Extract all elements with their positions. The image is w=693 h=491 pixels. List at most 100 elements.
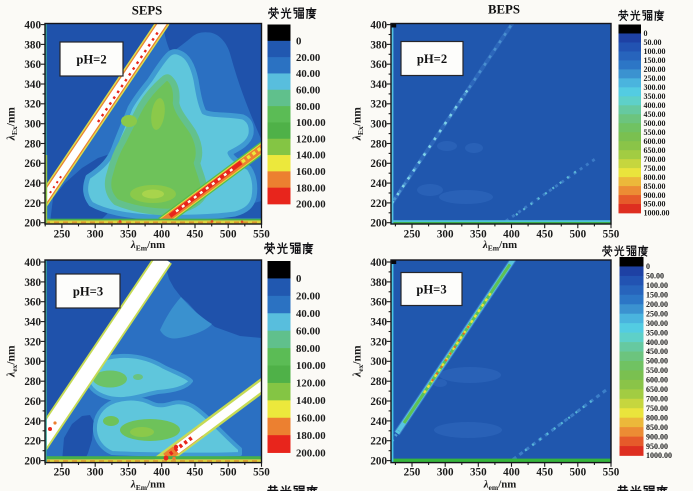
svg-text:300: 300 (24, 119, 41, 131)
svg-text:300: 300 (87, 229, 104, 241)
svg-text:850.00: 850.00 (646, 423, 668, 432)
svg-text:240: 240 (24, 178, 41, 190)
svg-text:200: 200 (370, 456, 387, 468)
svg-text:650.00: 650.00 (644, 146, 666, 155)
svg-text:20.00: 20.00 (296, 291, 320, 303)
svg-text:40.00: 40.00 (296, 68, 320, 80)
svg-text:250: 250 (54, 467, 71, 479)
svg-text:200: 200 (24, 218, 41, 230)
svg-text:350: 350 (120, 467, 137, 479)
svg-text:600.00: 600.00 (644, 137, 666, 146)
svg-text:320: 320 (24, 99, 41, 111)
svg-text:400: 400 (370, 257, 387, 269)
svg-text:340: 340 (24, 317, 41, 329)
svg-text:500.00: 500.00 (646, 357, 668, 366)
svg-text:400.00: 400.00 (644, 101, 666, 110)
svg-text:200.00: 200.00 (646, 300, 668, 309)
svg-text:pH=2: pH=2 (417, 52, 447, 66)
svg-text:350: 350 (470, 229, 487, 241)
svg-text:900.00: 900.00 (646, 432, 668, 441)
svg-text:300: 300 (437, 229, 454, 241)
svg-text:20.00: 20.00 (296, 52, 320, 64)
svg-text:150.00: 150.00 (646, 291, 668, 300)
svg-text:280: 280 (24, 138, 41, 150)
svg-text:pH=3: pH=3 (73, 284, 103, 298)
svg-text:120.00: 120.00 (296, 133, 326, 145)
svg-text:340: 340 (370, 79, 387, 91)
svg-text:260: 260 (24, 158, 41, 170)
svg-text:250: 250 (404, 467, 421, 479)
svg-text:550.00: 550.00 (644, 128, 666, 137)
svg-text:350.00: 350.00 (646, 328, 668, 337)
svg-text:300: 300 (437, 467, 454, 479)
svg-text:550.00: 550.00 (646, 366, 668, 375)
svg-text:160.00: 160.00 (296, 412, 326, 424)
svg-text:0: 0 (296, 273, 301, 285)
svg-text:220: 220 (24, 198, 41, 210)
svg-text:60.00: 60.00 (296, 84, 320, 96)
svg-text:50.00: 50.00 (646, 272, 664, 281)
svg-text:400: 400 (370, 20, 387, 32)
svg-text:200: 200 (370, 218, 387, 230)
svg-text:550: 550 (253, 229, 270, 241)
svg-text:100.00: 100.00 (296, 360, 326, 372)
svg-text:380: 380 (370, 277, 387, 289)
svg-text:500: 500 (569, 229, 586, 241)
svg-text:200.00: 200.00 (644, 65, 666, 74)
svg-text:500.00: 500.00 (644, 119, 666, 128)
svg-text:40.00: 40.00 (296, 308, 320, 320)
svg-text:450.00: 450.00 (644, 110, 666, 119)
svg-text:400: 400 (153, 229, 170, 241)
svg-text:λEm/nm: λEm/nm (130, 239, 165, 253)
svg-text:200.00: 200.00 (296, 199, 326, 211)
svg-text:260: 260 (370, 158, 387, 170)
svg-text:260: 260 (370, 396, 387, 408)
svg-text:λEm/nm: λEm/nm (482, 239, 517, 253)
svg-text:700.00: 700.00 (646, 395, 668, 404)
svg-text:300.00: 300.00 (644, 83, 666, 92)
svg-text:300: 300 (87, 467, 104, 479)
svg-text:360: 360 (370, 59, 387, 71)
svg-text:300: 300 (370, 356, 387, 368)
svg-text:800.00: 800.00 (644, 173, 666, 182)
svg-text:0: 0 (296, 35, 301, 47)
svg-text:SEPS: SEPS (132, 4, 163, 18)
svg-text:500: 500 (220, 229, 237, 241)
svg-text:240: 240 (370, 416, 387, 428)
svg-text:400: 400 (153, 467, 170, 479)
svg-text:140.00: 140.00 (296, 150, 326, 162)
svg-text:250.00: 250.00 (646, 309, 668, 318)
svg-text:220: 220 (370, 198, 387, 210)
svg-text:80.00: 80.00 (296, 343, 320, 355)
svg-text:350: 350 (120, 229, 137, 241)
svg-text:350: 350 (470, 467, 487, 479)
svg-text:800.00: 800.00 (646, 413, 668, 422)
svg-text:950.00: 950.00 (646, 442, 668, 451)
svg-text:pH=2: pH=2 (76, 52, 106, 66)
svg-text:pH=3: pH=3 (416, 282, 446, 296)
svg-text:380: 380 (24, 277, 41, 289)
svg-text:0: 0 (644, 29, 648, 38)
svg-text:550: 550 (603, 467, 620, 479)
svg-text:400.00: 400.00 (646, 338, 668, 347)
svg-text:λEm/nm: λEm/nm (130, 478, 165, 491)
svg-text:300: 300 (24, 356, 41, 368)
svg-text:80.00: 80.00 (296, 101, 320, 113)
svg-text:750.00: 750.00 (646, 404, 668, 413)
svg-text:600.00: 600.00 (646, 376, 668, 385)
svg-text:350.00: 350.00 (644, 92, 666, 101)
svg-text:300.00: 300.00 (646, 319, 668, 328)
svg-text:320: 320 (370, 99, 387, 111)
svg-text:1000.00: 1000.00 (644, 209, 670, 218)
svg-text:700.00: 700.00 (644, 155, 666, 164)
svg-text:850.00: 850.00 (644, 182, 666, 191)
svg-text:260: 260 (24, 396, 41, 408)
svg-text:320: 320 (24, 336, 41, 348)
svg-text:λEx/nm: λEx/nm (5, 107, 18, 142)
svg-text:220: 220 (24, 436, 41, 448)
svg-text:450: 450 (536, 467, 553, 479)
svg-text:450: 450 (187, 229, 204, 241)
svg-text:λEx/nm: λEx/nm (351, 107, 365, 142)
svg-text:180.00: 180.00 (296, 430, 326, 442)
svg-text:280: 280 (24, 376, 41, 388)
